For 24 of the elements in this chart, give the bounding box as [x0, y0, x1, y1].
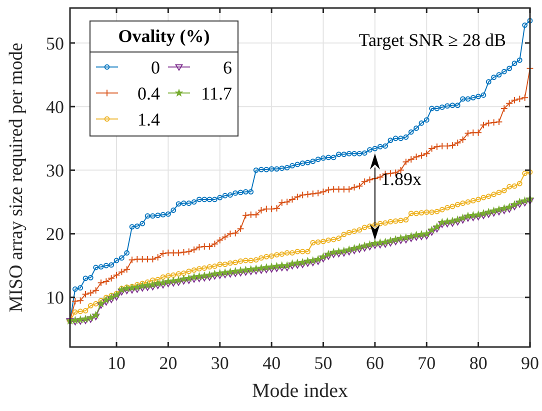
x-tick-label: 70: [418, 353, 436, 373]
y-tick-label: 10: [46, 288, 64, 308]
annotation: 1.89x: [380, 169, 422, 190]
x-tick-label: 40: [262, 353, 281, 373]
legend-title: Ovality (%): [118, 26, 210, 46]
x-axis-title: Mode index: [252, 380, 348, 402]
x-tick-label: 80: [469, 353, 488, 373]
x-tick-label: 60: [366, 353, 384, 373]
y-tick-label: 50: [46, 33, 64, 54]
y-axis-title: MISO array size required per mode: [6, 42, 27, 312]
y-tick-label: 30: [46, 160, 64, 180]
legend-label: 0: [151, 57, 160, 78]
y-tick-label: 40: [46, 96, 64, 117]
legend-label: 0.4: [138, 83, 160, 104]
legend-label: 1.4: [138, 109, 160, 130]
x-tick-label: 90: [521, 353, 539, 373]
legend-label: 11.7: [201, 83, 232, 104]
x-tick-label: 50: [314, 353, 332, 373]
legend-label: 6: [223, 57, 232, 78]
annotation: Target SNR ≥ 28 dB: [358, 30, 506, 50]
x-tick-label: 30: [210, 353, 229, 373]
x-tick-label: 20: [159, 353, 178, 373]
x-tick-label: 10: [108, 353, 126, 373]
y-tick-label: 20: [46, 224, 64, 244]
